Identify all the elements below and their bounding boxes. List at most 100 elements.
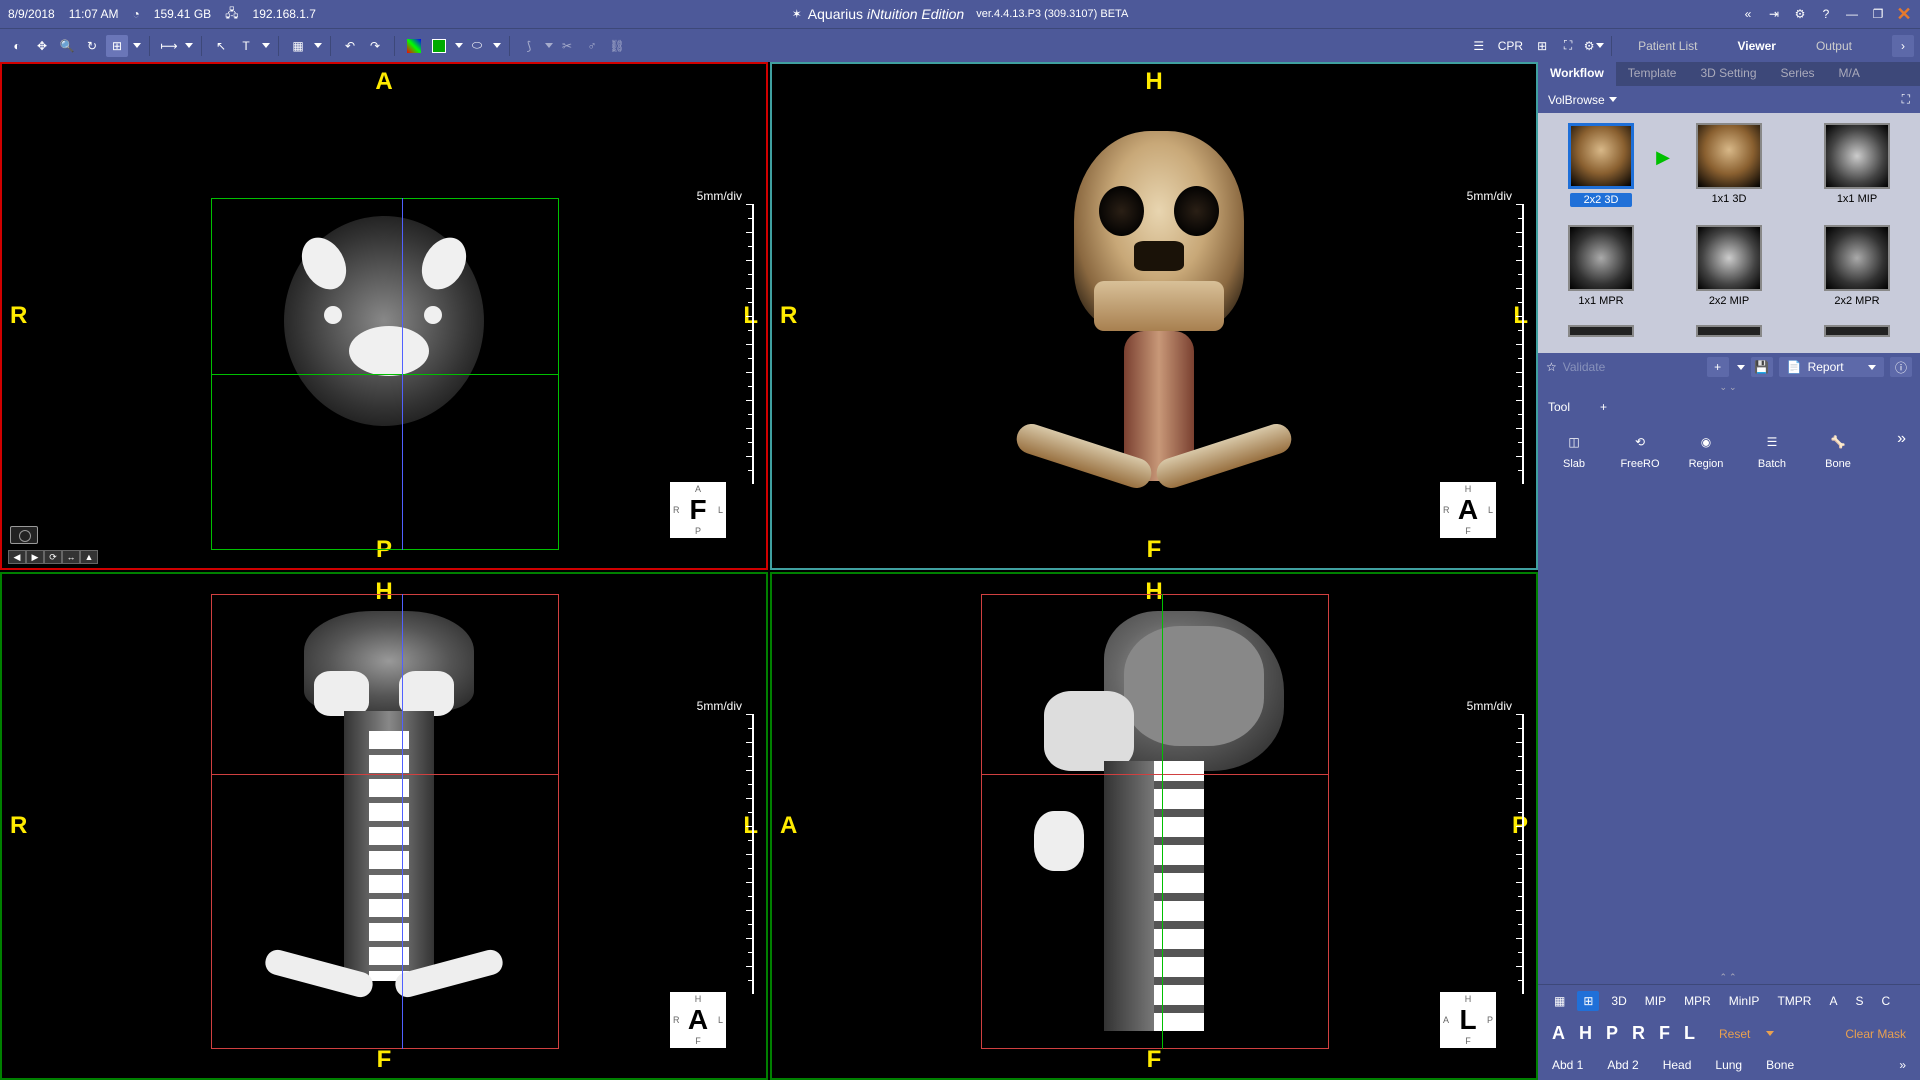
orientation-cube[interactable]: A H F R L — [670, 992, 726, 1048]
close-icon[interactable]: ✕ — [1896, 6, 1912, 22]
add-dropdown-icon[interactable] — [1737, 365, 1745, 370]
orientation-cube[interactable]: F A P R L — [670, 482, 726, 538]
undo-icon[interactable]: ↶ — [339, 35, 361, 57]
rotate-icon[interactable]: ↻ — [81, 35, 103, 57]
viewport-sagittal[interactable]: H F A P 5mm/div L H F A P — [770, 572, 1538, 1080]
orient-a-button[interactable]: A — [1552, 1023, 1565, 1044]
clear-mask-button[interactable]: Clear Mask — [1845, 1027, 1906, 1041]
orient-p-button[interactable]: P — [1606, 1023, 1618, 1044]
minimize-icon[interactable]: — — [1844, 6, 1860, 22]
ellipse-dropdown-icon[interactable] — [493, 43, 501, 48]
report-button[interactable]: 📄 Report — [1779, 357, 1884, 377]
orientation-cube[interactable]: L H F A P — [1440, 992, 1496, 1048]
tab-workflow[interactable]: Workflow — [1538, 62, 1616, 86]
tab-output[interactable]: Output — [1816, 35, 1852, 57]
mode-tmpr[interactable]: TMPR — [1771, 991, 1817, 1011]
scissors-icon[interactable]: ✂ — [556, 35, 578, 57]
up-button[interactable]: ▲ — [80, 550, 98, 564]
viewport-coronal[interactable]: H F R L 5mm/div A H F R — [0, 572, 768, 1080]
collapse-icon[interactable]: « — [1740, 6, 1756, 22]
thumb-1x1-mpr[interactable]: 1x1 MPR — [1546, 225, 1656, 313]
tool-batch[interactable]: ☰ Batch — [1750, 430, 1794, 470]
expand-icon[interactable]: ⛶ — [1902, 92, 1910, 107]
list-view-icon[interactable]: ☰ — [1468, 35, 1490, 57]
orient-h-button[interactable]: H — [1579, 1023, 1592, 1044]
preset-bone[interactable]: Bone — [1766, 1058, 1794, 1072]
crosshair-vertical[interactable] — [1162, 594, 1163, 1049]
thumb-2x2-3d[interactable]: ▶ 2x2 3D — [1546, 123, 1656, 213]
maximize-icon[interactable]: ❐ — [1870, 6, 1886, 22]
crosshair-horizontal[interactable] — [211, 374, 559, 375]
crosshair-vertical[interactable] — [402, 198, 403, 550]
chain-icon[interactable]: ⛓ — [606, 35, 628, 57]
link-icon[interactable]: ♂ — [581, 35, 603, 57]
window-level-icon[interactable]: ◐ — [6, 35, 28, 57]
text-annotation-icon[interactable]: T — [235, 35, 257, 57]
grid-large-icon[interactable]: ⊞ — [1577, 991, 1599, 1011]
zoom-icon[interactable]: 🔍 — [56, 35, 78, 57]
tool-add-button[interactable]: + — [1600, 400, 1607, 414]
mode-mip[interactable]: MIP — [1639, 991, 1672, 1011]
ruler-icon[interactable]: ⟼ — [158, 35, 180, 57]
layout-icon[interactable]: ▦ — [287, 35, 309, 57]
box-dropdown-icon[interactable] — [455, 43, 463, 48]
thumb-2x2-mip[interactable]: 2x2 MIP — [1674, 225, 1784, 313]
mode-mpr[interactable]: MPR — [1678, 991, 1717, 1011]
mode-minip[interactable]: MinIP — [1723, 991, 1766, 1011]
expand-chevrons[interactable]: ⌃⌃ — [1538, 971, 1920, 984]
camera-icon[interactable] — [10, 526, 38, 544]
thumb-2x2-mpr[interactable]: 2x2 MPR — [1802, 225, 1912, 313]
crosshair-horizontal[interactable] — [981, 774, 1329, 775]
layout-dropdown-icon[interactable] — [314, 43, 322, 48]
preset-abd1[interactable]: Abd 1 — [1552, 1058, 1583, 1072]
mode-a[interactable]: A — [1823, 991, 1843, 1011]
crosshair-box[interactable] — [211, 594, 559, 1049]
preset-abd2[interactable]: Abd 2 — [1607, 1058, 1638, 1072]
crosshair-vertical[interactable] — [402, 594, 403, 1049]
viewport-axial[interactable]: A P R L 5mm/div F A P R L — [0, 62, 768, 570]
preset-lung[interactable]: Lung — [1715, 1058, 1742, 1072]
text-dropdown-icon[interactable] — [262, 43, 270, 48]
info-button[interactable]: ⓘ — [1890, 357, 1912, 377]
star-icon[interactable]: ☆ — [1546, 360, 1557, 374]
vessel-dropdown-icon[interactable] — [545, 43, 553, 48]
mode-3d[interactable]: 3D — [1605, 991, 1632, 1011]
thumb-extra-1[interactable] — [1546, 325, 1656, 343]
viewport-3d[interactable]: H F R L 5mm/div A H F R L — [770, 62, 1538, 570]
orient-r-button[interactable]: R — [1632, 1023, 1645, 1044]
loop-button[interactable]: ⟳ — [44, 550, 62, 564]
preset-head[interactable]: Head — [1663, 1058, 1692, 1072]
tool-more-icon[interactable]: » — [1897, 430, 1906, 448]
thumb-extra-2[interactable] — [1674, 325, 1784, 343]
tab-patient-list[interactable]: Patient List — [1638, 35, 1697, 57]
tab-series[interactable]: Series — [1769, 62, 1827, 86]
prev-button[interactable]: ◀ — [8, 550, 26, 564]
tool-region[interactable]: ◉ Region — [1684, 430, 1728, 470]
crosshair-box[interactable] — [981, 594, 1329, 1049]
crosshair-dropdown-icon[interactable] — [133, 43, 141, 48]
validate-label[interactable]: Validate — [1563, 360, 1605, 374]
color-box-icon[interactable] — [403, 35, 425, 57]
green-box-icon[interactable] — [428, 35, 450, 57]
ruler-dropdown-icon[interactable] — [185, 43, 193, 48]
pointer-icon[interactable]: ↖ — [210, 35, 232, 57]
add-box-icon[interactable]: ⊞ — [1531, 35, 1553, 57]
settings-dropdown-icon[interactable]: ⚙ — [1583, 35, 1605, 57]
orient-l-button[interactable]: L — [1684, 1023, 1695, 1044]
tab-viewer[interactable]: Viewer — [1737, 35, 1775, 57]
tab-3d-setting[interactable]: 3D Setting — [1688, 62, 1768, 86]
thumb-1x1-3d[interactable]: 1x1 3D — [1674, 123, 1784, 213]
ellipse-icon[interactable]: ⬭ — [466, 35, 488, 57]
orient-f-button[interactable]: F — [1659, 1023, 1670, 1044]
logout-icon[interactable]: ⇥ — [1766, 6, 1782, 22]
help-icon[interactable]: ? — [1818, 6, 1834, 22]
tool-slab[interactable]: ◫ Slab — [1552, 430, 1596, 470]
mode-s[interactable]: S — [1849, 991, 1869, 1011]
tab-template[interactable]: Template — [1616, 62, 1689, 86]
reset-button[interactable]: Reset — [1719, 1027, 1750, 1041]
capture-icon[interactable]: ⛶ — [1557, 35, 1579, 57]
next-button[interactable]: ▶ — [26, 550, 44, 564]
reset-dropdown-icon[interactable] — [1766, 1031, 1774, 1036]
volbrowse-header[interactable]: VolBrowse ⛶ — [1538, 86, 1920, 113]
mode-c[interactable]: C — [1875, 991, 1896, 1011]
